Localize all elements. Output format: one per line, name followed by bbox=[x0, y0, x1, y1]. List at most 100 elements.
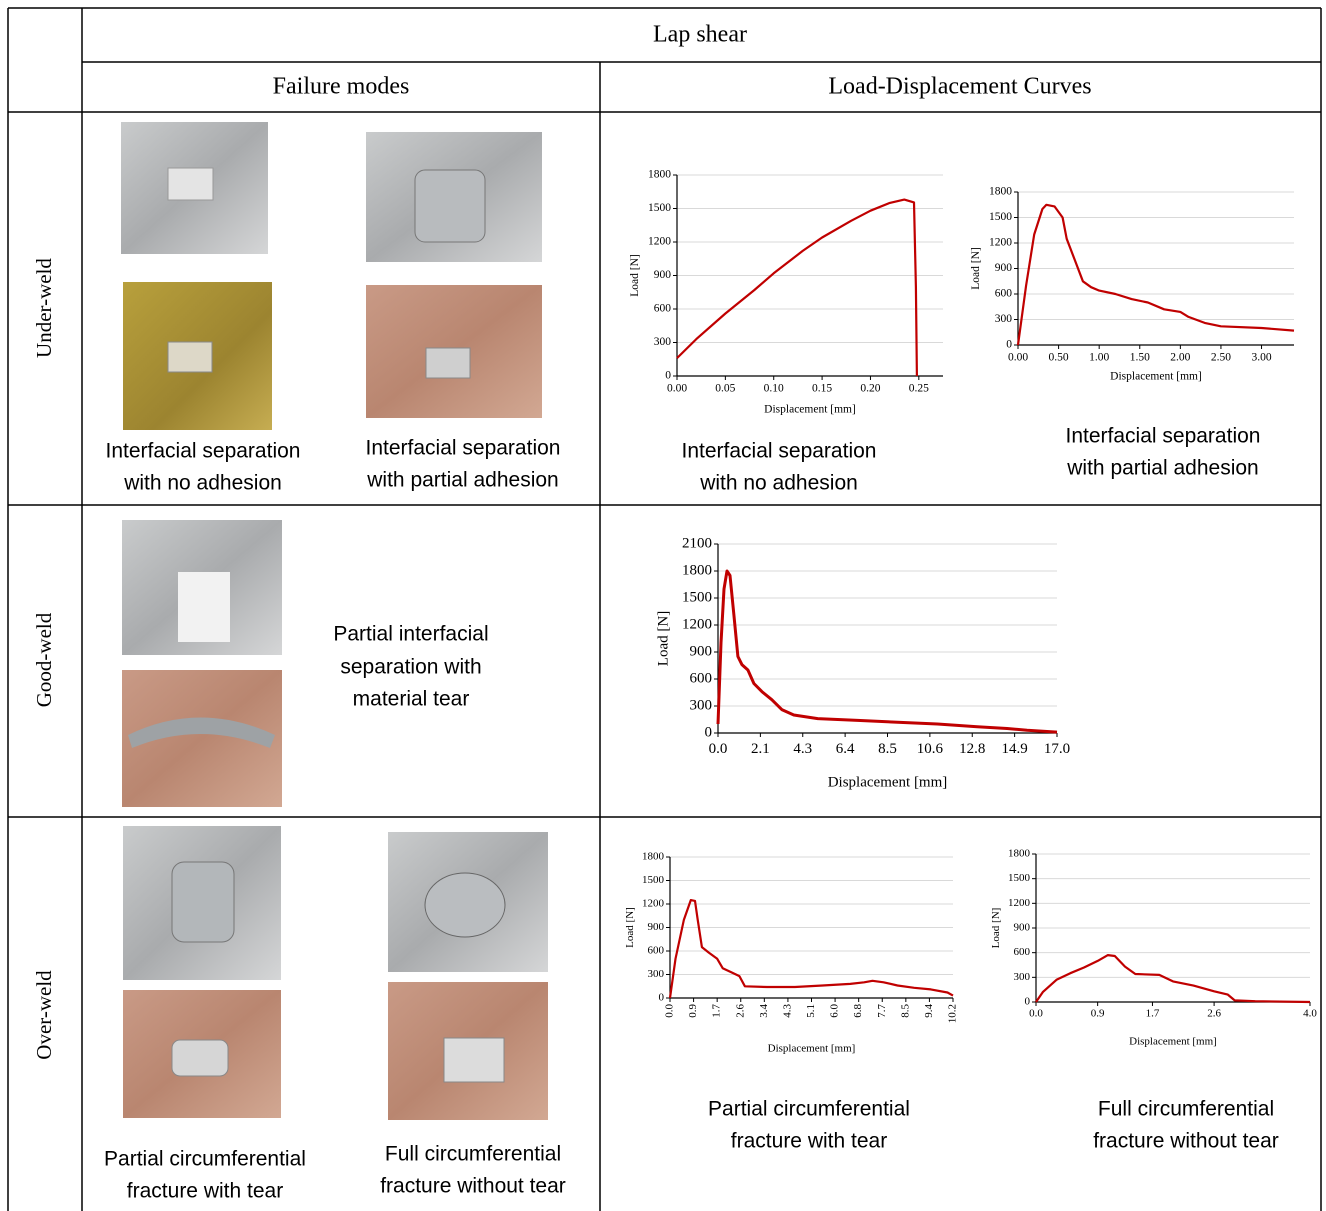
y-tick-label: 1800 bbox=[648, 169, 671, 181]
x-tick-label: 9.4 bbox=[923, 1004, 935, 1018]
x-tick-label: 1.7 bbox=[711, 1004, 723, 1018]
x-tick-label: 0.00 bbox=[667, 382, 687, 394]
y-axis-label: Load [N] bbox=[990, 908, 1002, 949]
x-tick-label: 8.5 bbox=[899, 1004, 911, 1018]
data-line bbox=[1018, 205, 1294, 345]
y-tick-label: 300 bbox=[654, 336, 672, 348]
x-tick-label: 0.05 bbox=[715, 382, 735, 394]
x-tick-label: 5.1 bbox=[805, 1004, 817, 1018]
x-tick-label: 0.0 bbox=[664, 1004, 676, 1018]
y-tick-label: 1200 bbox=[989, 237, 1012, 249]
x-tick-label: 0.25 bbox=[909, 382, 929, 394]
y-axis-label: Load [N] bbox=[655, 611, 671, 666]
data-line bbox=[670, 900, 953, 998]
y-tick-label: 600 bbox=[690, 670, 713, 686]
x-axis-label: Displacement [mm] bbox=[768, 1043, 856, 1055]
caption: Full circumferential bbox=[1098, 1098, 1274, 1121]
x-tick-label: 0.9 bbox=[1091, 1008, 1105, 1020]
caption: Partial circumferential bbox=[104, 1148, 306, 1171]
specimen-photos bbox=[121, 122, 548, 1120]
x-tick-label: 2.50 bbox=[1211, 351, 1231, 363]
y-tick-label: 1500 bbox=[642, 874, 665, 886]
x-tick-label: 3.4 bbox=[758, 1004, 770, 1018]
row-label: Under-weld bbox=[32, 258, 56, 358]
caption: Full circumferential bbox=[385, 1143, 561, 1166]
x-tick-label: 3.00 bbox=[1251, 351, 1271, 363]
x-axis-label: Displacement [mm] bbox=[828, 774, 948, 790]
y-tick-label: 900 bbox=[995, 262, 1013, 274]
x-tick-label: 0.10 bbox=[764, 382, 784, 394]
y-tick-label: 600 bbox=[1014, 946, 1031, 958]
y-tick-label: 1500 bbox=[1008, 872, 1031, 884]
x-tick-label: 0.9 bbox=[687, 1004, 699, 1018]
x-axis-label: Displacement [mm] bbox=[1129, 1036, 1217, 1048]
caption: fracture with tear bbox=[127, 1180, 283, 1203]
x-tick-label: 4.3 bbox=[793, 741, 812, 757]
y-axis-label: Load [N] bbox=[629, 254, 641, 296]
x-tick-label: 6.4 bbox=[836, 741, 855, 757]
x-tick-label: 6.8 bbox=[852, 1004, 864, 1018]
table-title: Lap shear bbox=[653, 22, 747, 48]
x-tick-label: 2.6 bbox=[1207, 1008, 1221, 1020]
x-tick-label: 0.0 bbox=[709, 741, 728, 757]
x-axis-label: Displacement [mm] bbox=[1110, 371, 1202, 383]
y-tick-label: 600 bbox=[995, 288, 1013, 300]
row-label: Good-weld bbox=[32, 612, 56, 707]
y-tick-label: 1500 bbox=[648, 202, 671, 214]
data-line bbox=[677, 200, 917, 376]
y-axis-label: Load [N] bbox=[624, 907, 636, 948]
x-axis-label: Displacement [mm] bbox=[764, 404, 856, 416]
caption: Interfacial separation bbox=[682, 440, 877, 463]
x-tick-label: 1.7 bbox=[1146, 1008, 1160, 1020]
x-tick-label: 2.00 bbox=[1170, 351, 1190, 363]
y-tick-label: 1200 bbox=[642, 898, 665, 910]
x-tick-label: 17.0 bbox=[1044, 741, 1070, 757]
caption: with no adhesion bbox=[699, 472, 858, 495]
y-tick-label: 1200 bbox=[1008, 897, 1031, 909]
y-tick-label: 0 bbox=[1006, 339, 1012, 351]
column-header: Failure modes bbox=[273, 74, 410, 100]
y-tick-label: 900 bbox=[690, 643, 713, 659]
page: Lap shear Failure modes Load-Displacemen… bbox=[0, 0, 1326, 1211]
y-tick-label: 0 bbox=[659, 992, 665, 1004]
column-header: Load-Displacement Curves bbox=[828, 74, 1091, 100]
y-tick-label: 1500 bbox=[682, 589, 712, 605]
y-tick-label: 300 bbox=[690, 697, 713, 713]
y-tick-label: 300 bbox=[995, 313, 1013, 325]
x-tick-label: 8.5 bbox=[878, 741, 897, 757]
y-tick-label: 1500 bbox=[989, 211, 1012, 223]
y-tick-label: 0 bbox=[705, 724, 713, 740]
x-tick-label: 6.0 bbox=[829, 1004, 841, 1018]
y-tick-label: 900 bbox=[654, 269, 672, 281]
x-tick-label: 10.2 bbox=[947, 1004, 959, 1023]
caption: with no adhesion bbox=[123, 472, 282, 495]
x-tick-label: 1.50 bbox=[1130, 351, 1150, 363]
data-line bbox=[1036, 955, 1310, 1002]
caption: separation with bbox=[340, 656, 481, 679]
y-tick-label: 1800 bbox=[1008, 848, 1031, 860]
caption: fracture without tear bbox=[380, 1175, 566, 1198]
y-tick-label: 1800 bbox=[682, 562, 712, 578]
caption: Partial interfacial bbox=[333, 623, 488, 646]
x-tick-label: 0.00 bbox=[1008, 351, 1028, 363]
caption: with partial adhesion bbox=[366, 469, 558, 492]
y-tick-label: 600 bbox=[648, 945, 665, 957]
x-tick-label: 0.0 bbox=[1029, 1008, 1043, 1020]
x-tick-label: 2.1 bbox=[751, 741, 770, 757]
y-tick-label: 300 bbox=[648, 968, 665, 980]
caption: fracture with tear bbox=[731, 1130, 887, 1153]
y-tick-label: 1200 bbox=[682, 616, 712, 632]
y-tick-label: 1800 bbox=[642, 851, 665, 863]
x-tick-label: 1.00 bbox=[1089, 351, 1109, 363]
caption: Interfacial separation bbox=[106, 440, 301, 463]
caption: Partial circumferential bbox=[708, 1098, 910, 1121]
x-tick-label: 0.15 bbox=[812, 382, 832, 394]
y-tick-label: 0 bbox=[665, 370, 671, 382]
y-tick-label: 0 bbox=[1025, 996, 1031, 1008]
x-tick-label: 7.7 bbox=[876, 1004, 888, 1018]
y-tick-label: 900 bbox=[1014, 922, 1031, 934]
